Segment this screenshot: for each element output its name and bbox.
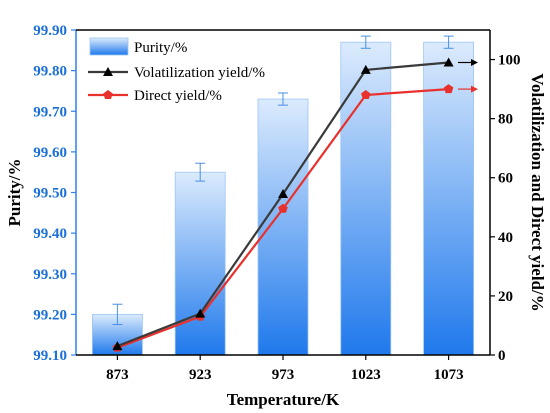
direct-yield-point-1023: [361, 90, 371, 100]
y-right-tick-label: 20: [498, 289, 513, 305]
legend-marker-volatilization: [103, 67, 113, 76]
x-axis-title: Temperature/K: [227, 390, 340, 409]
y-left-tick-label: 99.60: [33, 145, 67, 161]
y-left-tick-label: 99.40: [33, 226, 67, 242]
bar-1023: [340, 41, 392, 356]
legend-label-direct: Direct yield/%: [134, 88, 222, 104]
y-left-tick-label: 99.70: [33, 104, 67, 120]
x-tick-label: 1073: [434, 367, 464, 383]
legend-swatch-purity: [89, 37, 129, 56]
y-left-axis-title: Purity/%: [5, 159, 24, 227]
y-right-tick-label: 100: [498, 53, 521, 69]
y-right-tick-label: 60: [498, 171, 513, 187]
y-right-tick-label: 80: [498, 112, 513, 128]
y-left-tick-label: 99.80: [33, 64, 67, 80]
y-left-tick-label: 99.50: [33, 186, 67, 202]
volatilization-yield-point-1073: [443, 57, 454, 67]
direct-axis-arrowhead: [471, 85, 478, 93]
legend-marker-direct: [103, 90, 113, 100]
y-left-tick-label: 99.30: [33, 267, 67, 283]
x-tick-label: 1023: [351, 367, 381, 383]
legend-label-purity: Purity/%: [134, 40, 187, 56]
y-left-tick-label: 99.10: [33, 348, 67, 364]
direct-yield-point-973: [278, 203, 288, 213]
x-tick-label: 923: [189, 367, 212, 383]
y-right-tick-label: 40: [498, 230, 513, 246]
y-left-tick-label: 99.20: [33, 307, 67, 323]
y-left-tick-label: 99.90: [33, 23, 67, 39]
legend-label-volatilization: Volatilization yield/%: [134, 65, 265, 81]
y-right-axis-title: Volatilization and Direct yield/%: [528, 73, 547, 311]
direct-yield-point-1073: [443, 84, 454, 94]
x-tick-label: 973: [272, 367, 295, 383]
x-tick-label: 873: [106, 367, 129, 383]
volatilization-yield-point-1023: [360, 64, 371, 74]
y-right-tick-label: 0: [498, 348, 506, 364]
bar-923: [174, 171, 226, 356]
volatilization-yield-point-973: [278, 188, 288, 198]
bar-1073: [423, 41, 475, 356]
volatilization-axis-arrowhead: [471, 59, 478, 66]
bar-973: [257, 98, 309, 356]
volatilization-yield-point-873: [112, 341, 123, 351]
volatilization-yield-point-923: [195, 308, 206, 318]
